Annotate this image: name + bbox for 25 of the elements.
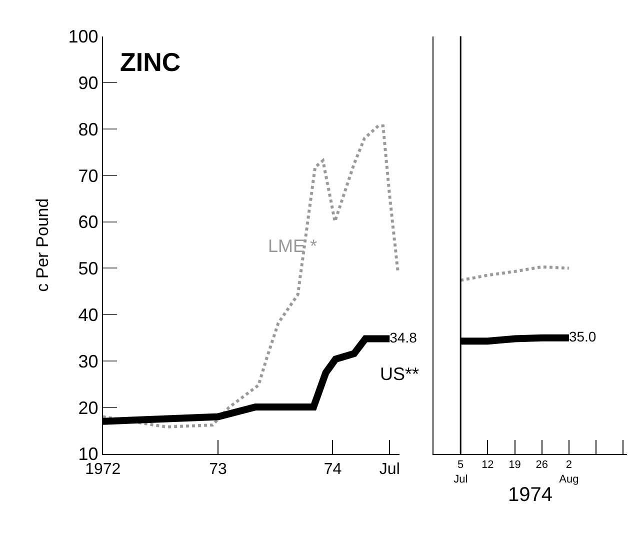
y-tick-label: 50 [78, 258, 98, 279]
x-axis-title: 1974 [508, 484, 553, 506]
x-tick-label: 1972 [85, 461, 121, 478]
series-label: US** [380, 364, 420, 384]
y-tick-label: 30 [78, 351, 98, 372]
y-tick-label: 100 [68, 26, 98, 47]
x-tick-label: 19 [508, 459, 521, 472]
x-tick-label: 26 [536, 459, 548, 472]
chart-title: ZINC [120, 47, 181, 77]
data-label: 35.0 [568, 328, 596, 344]
x-tick-label: 73 [209, 461, 227, 478]
data-label: 34.8 [390, 329, 418, 346]
y-tick-label: 40 [78, 304, 98, 325]
y-tick-label: 20 [78, 398, 98, 418]
y-tick-label: 80 [78, 119, 98, 140]
x-tick-label: 74 [324, 461, 342, 478]
x-tick-label: 12 [482, 459, 494, 472]
x-tick-label: 5 Jul [454, 459, 468, 486]
y-tick-label: 90 [78, 72, 98, 93]
x-tick-label: Jul [379, 461, 400, 478]
y-tick-label: 60 [78, 212, 98, 232]
series-label: LME * [268, 236, 318, 256]
x-tick-label: 2 Aug [559, 459, 579, 486]
y-tick-label: 70 [78, 166, 98, 186]
y-axis-title: c Per Pound [32, 198, 52, 292]
